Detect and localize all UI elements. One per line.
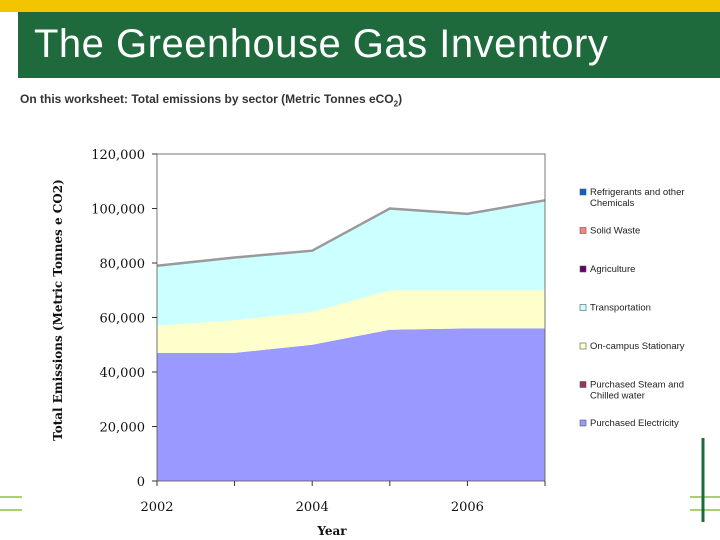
chart-areas [156, 199, 546, 481]
legend-label: Purchased Steam and [590, 380, 684, 391]
legend-swatch [579, 419, 587, 427]
legend-label: Chilled water [590, 391, 645, 402]
y-tick-label: 60,000 [100, 312, 146, 327]
y-tick-label: 40,000 [100, 366, 146, 381]
y-axis-title: Total Emissions (Metric Tonnes e CO2) [51, 179, 65, 441]
y-tick-label: 80,000 [100, 257, 146, 272]
title-bar: The Greenhouse Gas Inventory [18, 12, 720, 78]
page-title: The Greenhouse Gas Inventory [34, 22, 609, 66]
total-outline [156, 199, 546, 267]
x-tick-label: 2004 [296, 500, 329, 515]
area-transportation [157, 200, 545, 326]
y-tick-label: 20,000 [100, 421, 146, 436]
y-tick-label: 100,000 [91, 203, 145, 218]
legend-item: Agriculture [579, 264, 635, 275]
legend-label: Agriculture [590, 264, 635, 275]
legend-label: Purchased Electricity [590, 418, 679, 429]
legend-item: Transportation [579, 303, 651, 314]
legend-swatch [579, 342, 587, 350]
legend-label: On-campus Stationary [590, 341, 685, 352]
x-tick-label: 2006 [451, 500, 484, 515]
legend-swatch [579, 304, 587, 311]
legend-label: Refrigerants and other [590, 187, 685, 198]
area-purchased-electricity [157, 328, 545, 481]
legend-swatch [579, 188, 587, 196]
legend-label: Solid Waste [590, 226, 640, 237]
title-left-margin [0, 12, 18, 78]
legend-label: Chemicals [590, 198, 635, 209]
legend-label: Transportation [590, 303, 651, 314]
y-tick-label: 0 [137, 475, 145, 490]
x-tick-label: 2002 [140, 500, 173, 515]
legend-item: Solid Waste [579, 226, 640, 237]
subtitle-subscript: 2 [393, 99, 399, 109]
y-tick-label: 120,000 [91, 148, 145, 163]
legend-swatch [579, 265, 587, 273]
legend-item: On-campus Stationary [579, 341, 685, 352]
legend-swatch [579, 381, 587, 388]
x-axis-title: Year [316, 524, 347, 538]
subtitle-text: On this worksheet: Total emissions by se… [20, 92, 394, 106]
area-on-campus-stationary [157, 290, 545, 353]
top-accent-stripe [0, 0, 720, 12]
legend-swatch [579, 227, 587, 234]
chart-axes: 0 20,000 40,000 60,000 80,000 100,000 120,000 2… [91, 148, 546, 515]
worksheet-subtitle: On this worksheet: Total emissions by se… [20, 92, 402, 108]
legend-item: Purchased Electricity [579, 418, 679, 429]
subtitle-tail: ) [398, 92, 403, 106]
